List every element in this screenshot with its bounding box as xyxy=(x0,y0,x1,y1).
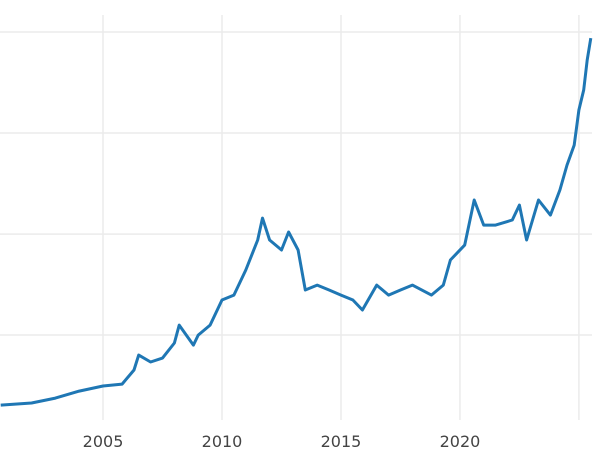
x-tick-label: 2005 xyxy=(83,432,124,450)
x-tick-label: 2015 xyxy=(321,432,362,450)
series-line xyxy=(0,37,593,407)
series-lines xyxy=(0,37,593,407)
x-tick-label: 2020 xyxy=(440,432,481,450)
x-tick-labels: 2005 2010 2015 2020 xyxy=(83,432,481,450)
x-tick-label: 2010 xyxy=(202,432,243,450)
gridlines xyxy=(0,15,592,420)
